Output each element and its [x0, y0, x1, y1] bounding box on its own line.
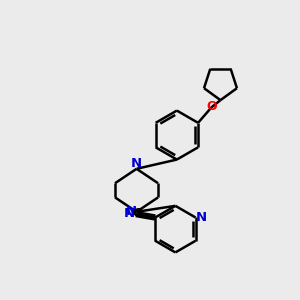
- Text: N: N: [124, 207, 135, 220]
- Text: O: O: [206, 100, 217, 113]
- Text: N: N: [195, 211, 206, 224]
- Text: N: N: [131, 157, 142, 170]
- Text: C: C: [133, 207, 142, 220]
- Text: N: N: [126, 205, 137, 218]
